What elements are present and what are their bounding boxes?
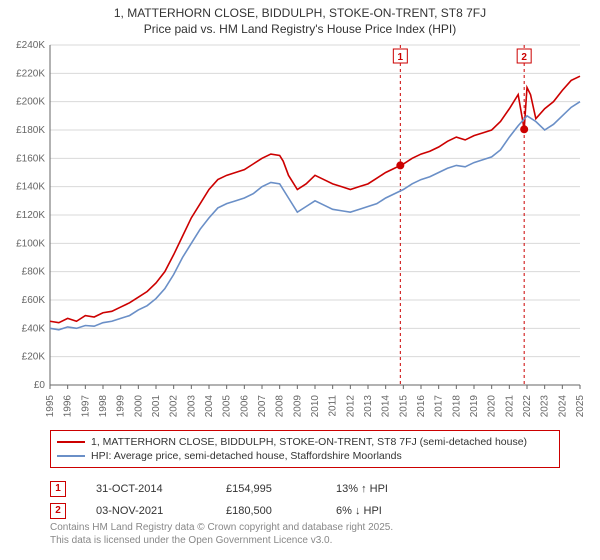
x-tick-label: 1999	[116, 395, 127, 418]
marker-badge-text: 1	[398, 52, 404, 63]
x-tick-label: 2007	[257, 395, 268, 418]
x-tick-label: 1997	[80, 395, 91, 418]
y-tick-label: £40K	[22, 323, 46, 334]
footer-line-2: This data is licensed under the Open Gov…	[50, 535, 393, 548]
transaction-date: 31-OCT-2014	[96, 483, 196, 495]
legend-label: HPI: Average price, semi-detached house,…	[91, 450, 402, 462]
x-tick-label: 2009	[292, 395, 303, 418]
x-tick-label: 1998	[98, 395, 109, 418]
transaction-badge: 1	[50, 481, 66, 497]
transaction-hpi: 13% ↑ HPI	[336, 483, 416, 495]
footer-attribution: Contains HM Land Registry data © Crown c…	[50, 522, 393, 547]
chart-area: £0 £20K £40K £60K £80K £100K £120K £140K £160K £1…	[0, 40, 600, 420]
y-tick-label: £100K	[16, 238, 45, 249]
transaction-date: 03-NOV-2021	[96, 505, 196, 517]
legend-item: HPI: Average price, semi-detached house,…	[57, 449, 553, 463]
legend-item: 1, MATTERHORN CLOSE, BIDDULPH, STOKE-ON-…	[57, 435, 553, 449]
y-tick-label: £20K	[22, 352, 46, 363]
series-hpi	[50, 102, 580, 330]
x-tick-label: 2022	[522, 395, 533, 418]
x-tick-label: 2023	[540, 395, 551, 418]
chart-title: 1, MATTERHORN CLOSE, BIDDULPH, STOKE-ON-…	[0, 0, 600, 37]
x-tick-label: 2014	[381, 395, 392, 418]
marker-dot	[520, 125, 528, 133]
transaction-badge: 2	[50, 503, 66, 519]
x-tick-label: 2011	[328, 395, 339, 417]
series-price_paid	[50, 76, 580, 322]
transaction-row: 2 03-NOV-2021 £180,500 6% ↓ HPI	[50, 500, 416, 522]
x-tick-label: 2025	[575, 395, 586, 418]
x-tick-label: 2017	[434, 395, 445, 418]
x-tick-label: 2010	[310, 395, 321, 418]
transaction-price: £154,995	[226, 483, 306, 495]
legend-label: 1, MATTERHORN CLOSE, BIDDULPH, STOKE-ON-…	[91, 436, 527, 448]
y-tick-label: £240K	[16, 40, 45, 51]
chart-container: 1, MATTERHORN CLOSE, BIDDULPH, STOKE-ON-…	[0, 0, 600, 560]
x-tick-label: 2021	[504, 395, 515, 418]
transaction-row: 1 31-OCT-2014 £154,995 13% ↑ HPI	[50, 478, 416, 500]
y-tick-label: £0	[34, 380, 46, 391]
transactions-table: 1 31-OCT-2014 £154,995 13% ↑ HPI 2 03-NOV-202…	[50, 478, 416, 522]
x-tick-label: 1995	[45, 395, 56, 418]
x-tick-label: 2016	[416, 395, 427, 418]
legend-swatch	[57, 441, 85, 443]
x-tick-label: 2012	[345, 395, 356, 418]
x-tick-label: 2004	[204, 395, 215, 418]
y-tick-label: £120K	[16, 210, 45, 221]
marker-badge-text: 2	[521, 52, 527, 63]
x-tick-label: 2000	[133, 395, 144, 418]
x-tick-label: 2018	[451, 395, 462, 418]
x-tick-label: 2019	[469, 395, 480, 418]
x-tick-label: 2008	[275, 395, 286, 418]
legend-box: 1, MATTERHORN CLOSE, BIDDULPH, STOKE-ON-…	[50, 430, 560, 468]
y-tick-label: £180K	[16, 125, 45, 136]
x-tick-label: 2024	[557, 395, 568, 418]
y-tick-label: £60K	[22, 295, 46, 306]
footer-line-1: Contains HM Land Registry data © Crown c…	[50, 522, 393, 535]
x-tick-label: 2013	[363, 395, 374, 418]
x-tick-label: 2003	[186, 395, 197, 418]
x-tick-label: 2005	[222, 395, 233, 418]
x-tick-label: 1996	[63, 395, 74, 418]
title-line-1: 1, MATTERHORN CLOSE, BIDDULPH, STOKE-ON-…	[0, 6, 600, 22]
y-tick-label: £220K	[16, 68, 45, 79]
marker-dot	[396, 161, 404, 169]
y-tick-label: £200K	[16, 97, 45, 108]
transaction-hpi: 6% ↓ HPI	[336, 505, 416, 517]
y-tick-label: £140K	[16, 182, 45, 193]
x-tick-label: 2006	[239, 395, 250, 418]
x-tick-label: 2015	[398, 395, 409, 418]
x-tick-label: 2001	[151, 395, 162, 418]
y-tick-label: £160K	[16, 153, 45, 164]
title-line-2: Price paid vs. HM Land Registry's House …	[0, 22, 600, 38]
x-tick-label: 2020	[487, 395, 498, 418]
y-tick-label: £80K	[22, 267, 46, 278]
transaction-price: £180,500	[226, 505, 306, 517]
legend-swatch	[57, 455, 85, 457]
x-tick-label: 2002	[169, 395, 180, 418]
chart-svg: £0 £20K £40K £60K £80K £100K £120K £140K £160K £1…	[0, 40, 600, 420]
